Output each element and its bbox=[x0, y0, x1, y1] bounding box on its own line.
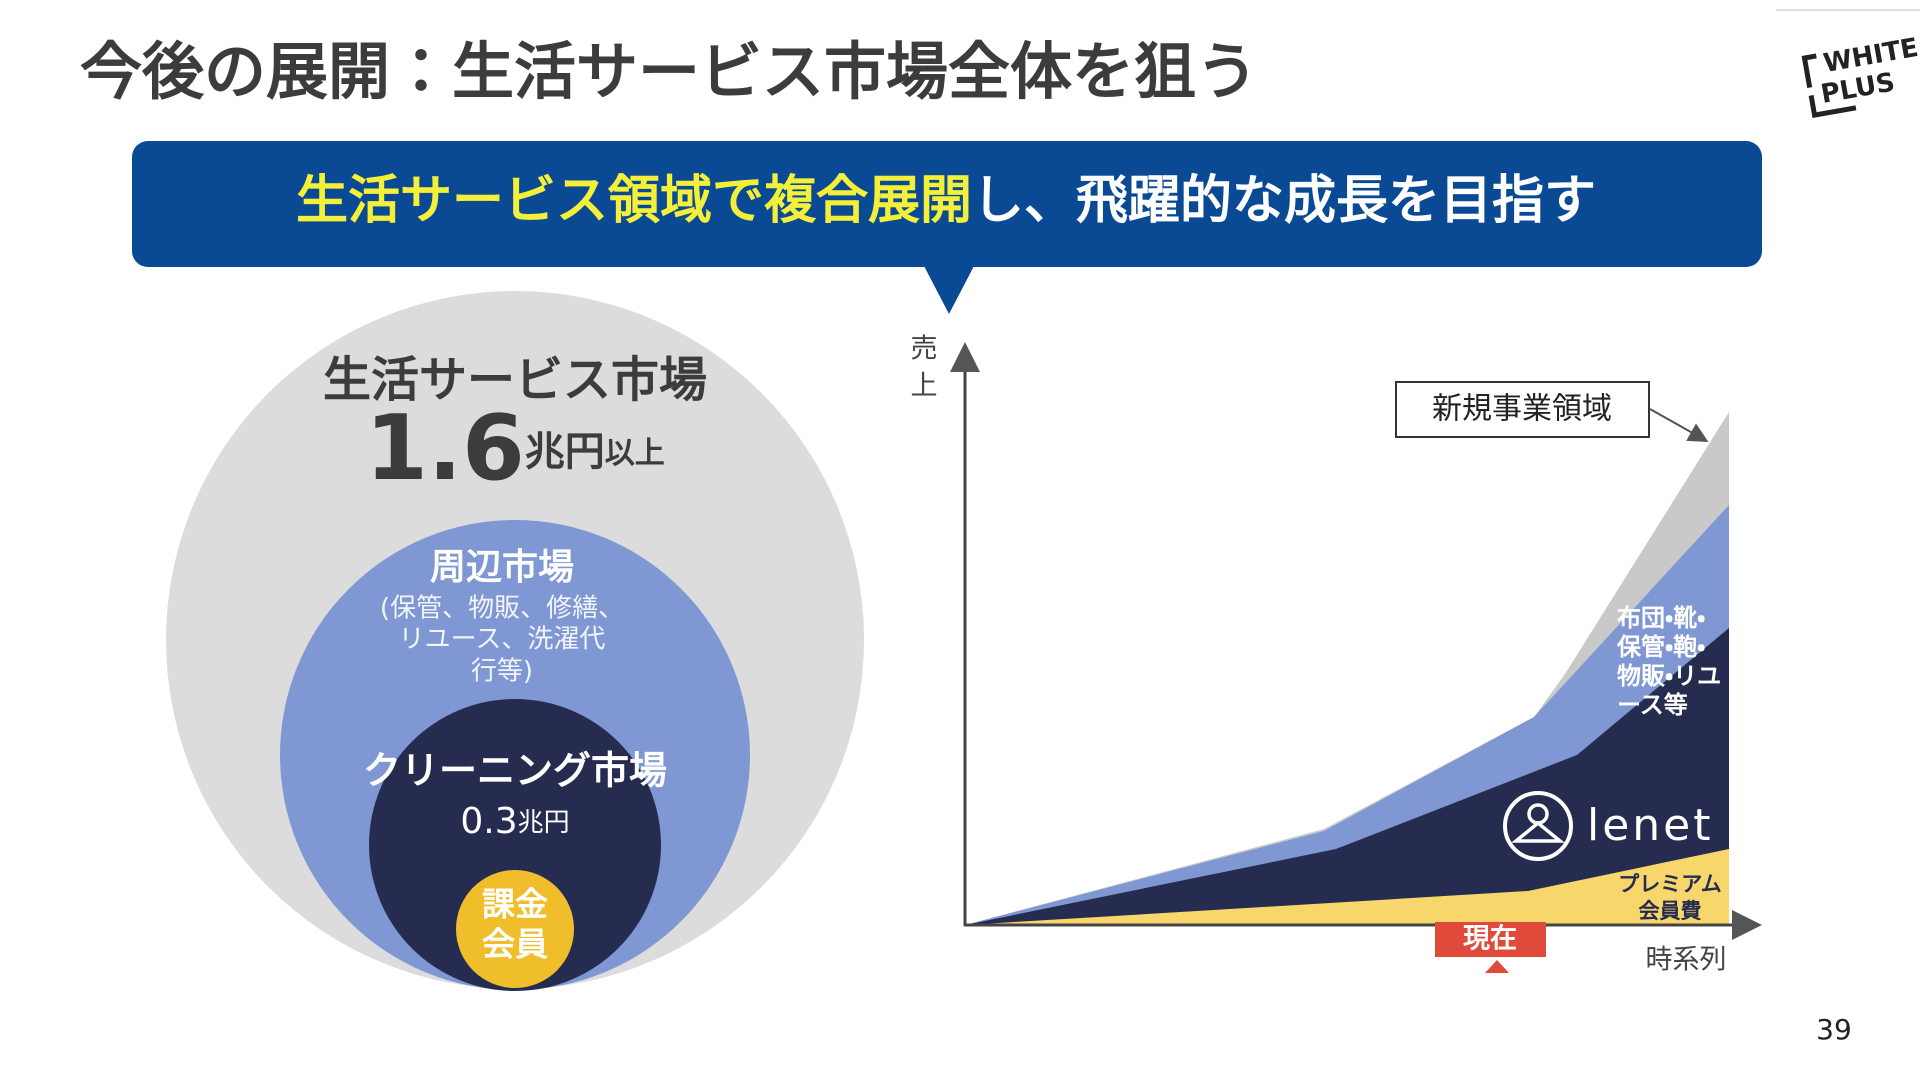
peripheral-label: 布団・靴・ bbox=[1617, 604, 1705, 632]
peripheral-label: 物販・リユ bbox=[1617, 662, 1721, 690]
slide-title: 今後の展開：生活サービス市場全体を狙う bbox=[80, 35, 1258, 108]
inner-number: 0.3 bbox=[460, 801, 517, 842]
lenet-icon-hanger bbox=[1511, 820, 1565, 843]
banner-text: 生活サービス領域で複合展開し、飛躍的な成長を目指す bbox=[296, 171, 1596, 231]
y-axis-label: 売 bbox=[911, 334, 938, 365]
core-label: 課金 bbox=[482, 885, 548, 924]
inner-circle bbox=[369, 699, 661, 991]
banner-highlight: 生活サービス領域で複合展開 bbox=[296, 171, 972, 231]
outer-number: 1.6 bbox=[365, 396, 524, 501]
now-pointer bbox=[1485, 960, 1509, 973]
banner bbox=[132, 141, 1762, 267]
lenet-icon bbox=[1503, 791, 1573, 861]
callout-box bbox=[1395, 381, 1650, 438]
now-label: 現在 bbox=[1463, 924, 1517, 955]
x-axis-label: 時系列 bbox=[1646, 945, 1727, 976]
lenet-area bbox=[965, 628, 1729, 925]
outer-unit: 兆円 bbox=[525, 429, 605, 475]
core-label: 会員 bbox=[482, 925, 548, 964]
inner-unit: 兆円 bbox=[518, 808, 570, 838]
logo-bracket bbox=[1801, 53, 1817, 88]
middle-note: (保管、物販、修繕、 bbox=[380, 594, 624, 624]
core-circle bbox=[456, 870, 574, 988]
y-axis-label: 上 bbox=[911, 371, 938, 402]
peripheral-label: 保管・鞄・ bbox=[1616, 633, 1705, 661]
outer-label: 生活サービス市場 bbox=[323, 352, 707, 408]
lenet-text: lenet bbox=[1587, 800, 1714, 851]
premium-label: プレミアム bbox=[1618, 872, 1722, 896]
growth-areas: 布団・靴・ 保管・鞄・ 物販・リユ ース等 bbox=[965, 412, 1729, 925]
banner-pointer bbox=[924, 266, 974, 314]
lenet-logo: lenet bbox=[1503, 791, 1714, 861]
callout-pointer bbox=[1649, 408, 1709, 442]
peripheral-label: ース等 bbox=[1617, 691, 1688, 719]
now-marker bbox=[1435, 922, 1546, 957]
logo-bracket bbox=[1808, 94, 1857, 119]
middle-note: リユース、洗濯代 bbox=[399, 625, 606, 655]
premium-label: 会員費 bbox=[1639, 899, 1702, 923]
outer-suffix: 以上 bbox=[605, 436, 665, 471]
premium-area bbox=[965, 849, 1729, 925]
banner-rest: し、飛躍的な成長を目指す bbox=[972, 171, 1596, 231]
middle-label: 周辺市場 bbox=[430, 547, 574, 588]
callout-text: 新規事業領域 bbox=[1432, 392, 1612, 427]
outer-value: 1.6兆円以上 bbox=[365, 396, 664, 501]
inner-value: 0.3兆円 bbox=[460, 801, 569, 842]
logo: WHITE PLUS bbox=[1801, 33, 1920, 119]
inner-label: クリーニング市場 bbox=[363, 749, 667, 793]
middle-note: 行等) bbox=[471, 657, 533, 687]
page-number: 39 bbox=[1816, 1013, 1852, 1046]
